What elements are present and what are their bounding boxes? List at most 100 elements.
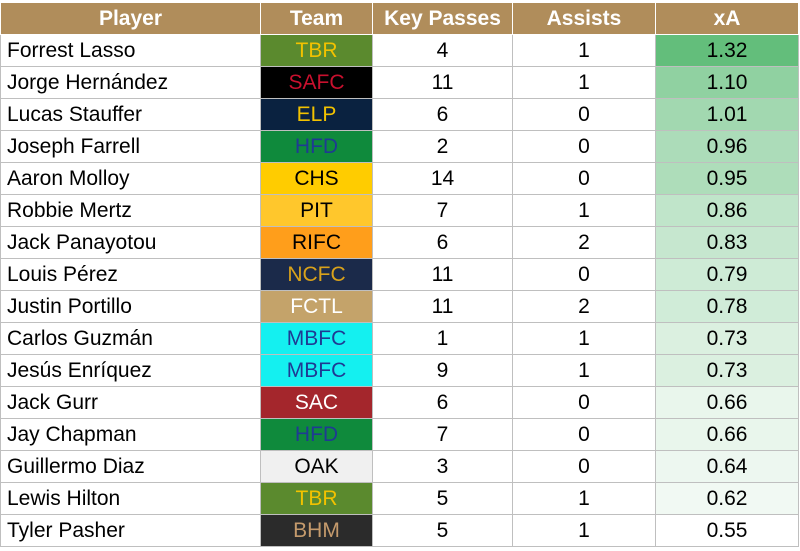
key-passes-cell: 14 — [372, 162, 513, 195]
key-passes-cell: 2 — [372, 130, 513, 163]
player-cell: Guillermo Diaz — [0, 450, 261, 483]
xa-cell: 0.66 — [655, 386, 799, 419]
table-row: Jay Chapman HFD 7 0 0.66 — [0, 418, 799, 451]
player-cell: Carlos Guzmán — [0, 322, 261, 355]
xa-cell: 0.86 — [655, 194, 799, 227]
assists-cell: 1 — [512, 194, 656, 227]
table-row: Aaron Molloy CHS 14 0 0.95 — [0, 162, 799, 195]
assists-cell: 0 — [512, 450, 656, 483]
table-row: Carlos Guzmán MBFC 1 1 0.73 — [0, 322, 799, 355]
key-passes-cell: 6 — [372, 226, 513, 259]
key-passes-cell: 7 — [372, 418, 513, 451]
key-passes-cell: 4 — [372, 34, 513, 67]
table-row: Lewis Hilton TBR 5 1 0.62 — [0, 482, 799, 515]
team-cell: BHM — [260, 514, 373, 547]
team-cell: MBFC — [260, 354, 373, 387]
assists-cell: 1 — [512, 34, 656, 67]
player-cell: Justin Portillo — [0, 290, 261, 323]
team-cell: NCFC — [260, 258, 373, 291]
header-assists: Assists — [512, 2, 656, 35]
team-cell: HFD — [260, 418, 373, 451]
player-cell: Jorge Hernández — [0, 66, 261, 99]
team-cell: TBR — [260, 34, 373, 67]
team-cell: TBR — [260, 482, 373, 515]
assists-cell: 1 — [512, 354, 656, 387]
player-cell: Jesús Enríquez — [0, 354, 261, 387]
table-row: Lucas Stauffer ELP 6 0 1.01 — [0, 98, 799, 131]
key-passes-cell: 5 — [372, 482, 513, 515]
player-cell: Jack Panayotou — [0, 226, 261, 259]
player-cell: Forrest Lasso — [0, 34, 261, 67]
table-row: Guillermo Diaz OAK 3 0 0.64 — [0, 450, 799, 483]
team-cell: SAC — [260, 386, 373, 419]
table-row: Jesús Enríquez MBFC 9 1 0.73 — [0, 354, 799, 387]
assists-cell: 1 — [512, 514, 656, 547]
table-row: Robbie Mertz PIT 7 1 0.86 — [0, 194, 799, 227]
assists-cell: 1 — [512, 482, 656, 515]
assists-cell: 0 — [512, 418, 656, 451]
xa-cell: 0.55 — [655, 514, 799, 547]
xa-cell: 0.79 — [655, 258, 799, 291]
key-passes-cell: 6 — [372, 98, 513, 131]
table-row: Jack Gurr SAC 6 0 0.66 — [0, 386, 799, 419]
xa-cell: 0.95 — [655, 162, 799, 195]
xa-cell: 0.73 — [655, 322, 799, 355]
player-cell: Louis Pérez — [0, 258, 261, 291]
xa-cell: 0.96 — [655, 130, 799, 163]
key-passes-cell: 6 — [372, 386, 513, 419]
xa-cell: 0.73 — [655, 354, 799, 387]
team-cell: HFD — [260, 130, 373, 163]
header-team: Team — [260, 2, 373, 35]
key-passes-cell: 9 — [372, 354, 513, 387]
table-row: Tyler Pasher BHM 5 1 0.55 — [0, 514, 799, 547]
assists-cell: 0 — [512, 98, 656, 131]
header-row: Player Team Key Passes Assists xA — [0, 2, 799, 35]
xa-cell: 0.64 — [655, 450, 799, 483]
team-cell: OAK — [260, 450, 373, 483]
team-cell: ELP — [260, 98, 373, 131]
assists-cell: 1 — [512, 66, 656, 99]
team-cell: RIFC — [260, 226, 373, 259]
team-cell: MBFC — [260, 322, 373, 355]
header-key-passes: Key Passes — [372, 2, 513, 35]
assists-cell: 0 — [512, 258, 656, 291]
team-cell: SAFC — [260, 66, 373, 99]
xa-cell: 0.62 — [655, 482, 799, 515]
table-row: Jack Panayotou RIFC 6 2 0.83 — [0, 226, 799, 259]
xa-cell: 1.10 — [655, 66, 799, 99]
assists-cell: 0 — [512, 162, 656, 195]
table-row: Justin Portillo FCTL 11 2 0.78 — [0, 290, 799, 323]
team-cell: CHS — [260, 162, 373, 195]
header-player: Player — [0, 2, 261, 35]
player-cell: Jay Chapman — [0, 418, 261, 451]
table-row: Jorge Hernández SAFC 11 1 1.10 — [0, 66, 799, 99]
key-passes-cell: 7 — [372, 194, 513, 227]
key-passes-cell: 3 — [372, 450, 513, 483]
assists-cell: 0 — [512, 130, 656, 163]
assists-cell: 2 — [512, 290, 656, 323]
xa-cell: 0.66 — [655, 418, 799, 451]
table-row: Louis Pérez NCFC 11 0 0.79 — [0, 258, 799, 291]
player-cell: Tyler Pasher — [0, 514, 261, 547]
player-cell: Robbie Mertz — [0, 194, 261, 227]
assists-cell: 1 — [512, 322, 656, 355]
player-cell: Aaron Molloy — [0, 162, 261, 195]
key-passes-cell: 1 — [372, 322, 513, 355]
team-cell: FCTL — [260, 290, 373, 323]
key-passes-cell: 11 — [372, 290, 513, 323]
player-cell: Jack Gurr — [0, 386, 261, 419]
key-passes-cell: 5 — [372, 514, 513, 547]
table-row: Forrest Lasso TBR 4 1 1.32 — [0, 34, 799, 67]
assists-cell: 2 — [512, 226, 656, 259]
player-cell: Lucas Stauffer — [0, 98, 261, 131]
table-row: Joseph Farrell HFD 2 0 0.96 — [0, 130, 799, 163]
xa-cell: 1.01 — [655, 98, 799, 131]
header-xa: xA — [655, 2, 799, 35]
assists-cell: 0 — [512, 386, 656, 419]
player-cell: Lewis Hilton — [0, 482, 261, 515]
xa-cell: 1.32 — [655, 34, 799, 67]
xa-cell: 0.83 — [655, 226, 799, 259]
player-cell: Joseph Farrell — [0, 130, 261, 163]
key-passes-cell: 11 — [372, 258, 513, 291]
